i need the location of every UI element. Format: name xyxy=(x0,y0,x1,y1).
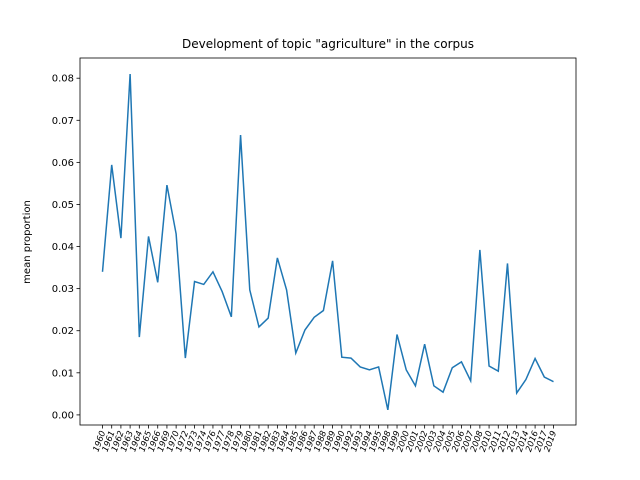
y-tick-label: 0.08 xyxy=(52,74,74,85)
y-tick-label: 0.05 xyxy=(52,200,74,211)
y-tick-label: 0.01 xyxy=(52,368,74,379)
y-tick-label: 0.02 xyxy=(52,326,74,337)
y-tick-label: 0.00 xyxy=(52,410,74,421)
line xyxy=(101,73,554,411)
y-axis-label: mean proportion xyxy=(22,200,33,284)
y-tick-label: 0.04 xyxy=(52,242,74,253)
y-tick-label: 0.06 xyxy=(52,158,74,169)
plot-frame xyxy=(79,57,577,426)
y-tick-label: 0.07 xyxy=(52,116,74,127)
y-tick-label: 0.03 xyxy=(52,284,74,295)
chart-title: Development of topic "agriculture" in th… xyxy=(182,37,474,51)
